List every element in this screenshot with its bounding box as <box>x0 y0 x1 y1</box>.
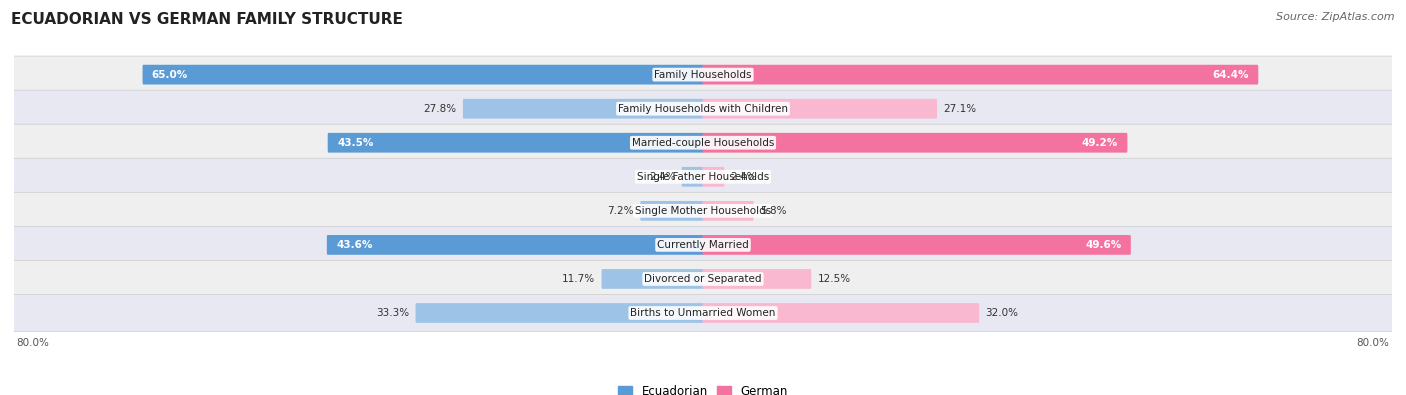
FancyBboxPatch shape <box>13 192 1393 229</box>
Text: 80.0%: 80.0% <box>1357 337 1389 348</box>
FancyBboxPatch shape <box>13 90 1393 127</box>
Text: 2.4%: 2.4% <box>731 172 756 182</box>
Text: 32.0%: 32.0% <box>986 308 1018 318</box>
Text: Single Mother Households: Single Mother Households <box>636 206 770 216</box>
Legend: Ecuadorian, German: Ecuadorian, German <box>613 380 793 395</box>
FancyBboxPatch shape <box>326 235 703 255</box>
FancyBboxPatch shape <box>703 65 1258 85</box>
Text: Single Father Households: Single Father Households <box>637 172 769 182</box>
Text: 64.4%: 64.4% <box>1212 70 1249 80</box>
FancyBboxPatch shape <box>703 201 754 221</box>
FancyBboxPatch shape <box>463 99 703 118</box>
Text: 12.5%: 12.5% <box>817 274 851 284</box>
FancyBboxPatch shape <box>602 269 703 289</box>
FancyBboxPatch shape <box>328 133 703 152</box>
Text: 27.1%: 27.1% <box>943 104 976 114</box>
FancyBboxPatch shape <box>13 260 1393 297</box>
Text: 11.7%: 11.7% <box>562 274 595 284</box>
FancyBboxPatch shape <box>13 294 1393 331</box>
Text: 7.2%: 7.2% <box>607 206 634 216</box>
Text: 5.8%: 5.8% <box>759 206 786 216</box>
FancyBboxPatch shape <box>13 226 1393 263</box>
FancyBboxPatch shape <box>640 201 703 221</box>
Text: Divorced or Separated: Divorced or Separated <box>644 274 762 284</box>
FancyBboxPatch shape <box>13 124 1393 161</box>
Text: 49.2%: 49.2% <box>1081 138 1118 148</box>
Text: 49.6%: 49.6% <box>1085 240 1122 250</box>
FancyBboxPatch shape <box>682 167 703 187</box>
Text: Married-couple Households: Married-couple Households <box>631 138 775 148</box>
FancyBboxPatch shape <box>416 303 703 323</box>
FancyBboxPatch shape <box>703 269 811 289</box>
Text: ECUADORIAN VS GERMAN FAMILY STRUCTURE: ECUADORIAN VS GERMAN FAMILY STRUCTURE <box>11 12 404 27</box>
Text: 27.8%: 27.8% <box>423 104 457 114</box>
FancyBboxPatch shape <box>13 158 1393 196</box>
Text: 43.5%: 43.5% <box>337 138 374 148</box>
FancyBboxPatch shape <box>703 99 936 118</box>
Text: 80.0%: 80.0% <box>17 337 49 348</box>
FancyBboxPatch shape <box>142 65 703 85</box>
FancyBboxPatch shape <box>703 235 1130 255</box>
Text: 43.6%: 43.6% <box>336 240 373 250</box>
Text: Births to Unmarried Women: Births to Unmarried Women <box>630 308 776 318</box>
FancyBboxPatch shape <box>13 56 1393 93</box>
Text: 2.4%: 2.4% <box>650 172 675 182</box>
Text: Source: ZipAtlas.com: Source: ZipAtlas.com <box>1277 12 1395 22</box>
FancyBboxPatch shape <box>703 133 1128 152</box>
FancyBboxPatch shape <box>703 303 979 323</box>
Text: Family Households with Children: Family Households with Children <box>619 104 787 114</box>
FancyBboxPatch shape <box>703 167 724 187</box>
Text: 65.0%: 65.0% <box>152 70 188 80</box>
Text: 33.3%: 33.3% <box>377 308 409 318</box>
Text: Family Households: Family Households <box>654 70 752 80</box>
Text: Currently Married: Currently Married <box>657 240 749 250</box>
